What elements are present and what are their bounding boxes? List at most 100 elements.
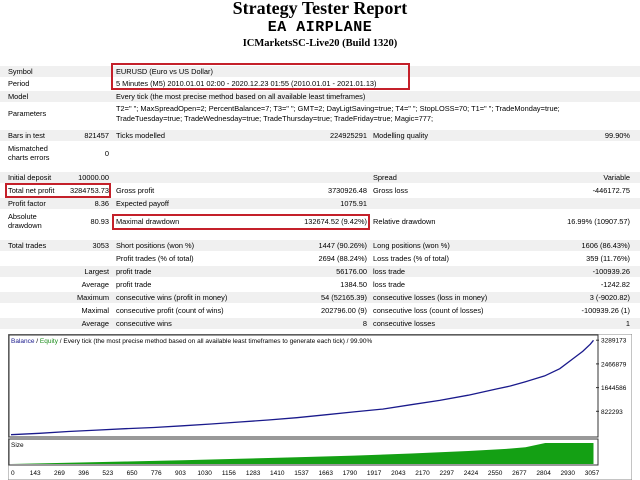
profit-trades-row: Profit trades (% of total) 2694 (88.24%)… xyxy=(0,253,640,264)
long-positions-value: 1606 (86.43%) xyxy=(581,241,630,250)
quality-label: Modelling quality xyxy=(373,131,429,140)
avg-cons-wins-value: 8 xyxy=(362,319,367,328)
largest-profit-label: profit trade xyxy=(116,267,152,276)
size-label: Size xyxy=(11,442,24,449)
legend-rest: / Every tick (the most precise method ba… xyxy=(58,338,373,345)
avg-cons-losses-value: 1 xyxy=(625,319,630,328)
relative-drawdown-label: Relative drawdown xyxy=(373,217,436,226)
max-drawdown-highlight xyxy=(112,214,370,230)
absolute-drawdown-label-1: Absolute xyxy=(8,212,37,221)
long-positions-label: Long positions (won %) xyxy=(373,241,450,250)
symbol-value: EURUSD (Euro vs US Dollar) xyxy=(116,67,213,76)
largest-loss-label: loss trade xyxy=(373,267,406,276)
profit-factor-value: 8.36 xyxy=(94,199,109,208)
mismatch-row: Mismatched charts errors 0 xyxy=(0,143,640,165)
maximal-cons-profit-label: consecutive profit (count of wins) xyxy=(116,306,224,315)
symbol-period-highlight xyxy=(111,63,410,90)
spread-label: Spread xyxy=(373,173,397,182)
net-profit-value: 3284753.73 xyxy=(69,186,109,195)
period-label: Period xyxy=(8,79,30,88)
x-tick-label: 1917 xyxy=(367,470,382,477)
legend-balance: Balance xyxy=(11,338,35,345)
largest-label: Largest xyxy=(84,267,109,276)
max-drawdown-value: 132674.52 (9.42%) xyxy=(304,217,367,226)
y-tick-label: 822293 xyxy=(601,409,623,416)
model-label: Model xyxy=(8,92,29,101)
max-drawdown-label: Maximal drawdown xyxy=(116,217,180,226)
total-trades-row: Total trades 3053 Short positions (won %… xyxy=(0,240,640,251)
max-cons-wins-label: consecutive wins (profit in money) xyxy=(116,293,228,302)
maximal-label: Maximal xyxy=(81,306,109,315)
max-cons-losses-value: 3 (-9020.82) xyxy=(589,293,630,302)
x-tick-label: 2170 xyxy=(415,470,430,477)
symbol-row: Symbol EURUSD (Euro vs US Dollar) xyxy=(0,66,640,77)
balance-chart: Balance / Equity / Every tick (the most … xyxy=(8,334,632,480)
avg-cons-row: Average consecutive wins 8 consecutive l… xyxy=(0,318,640,329)
balance-line xyxy=(10,339,595,436)
x-tick-label: 269 xyxy=(54,470,65,477)
bars-label: Bars in test xyxy=(8,131,45,140)
initial-deposit-label: Initial deposit xyxy=(8,173,52,182)
profit-trades-value: 2694 (88.24%) xyxy=(318,254,367,263)
x-tick-label: 3057 xyxy=(585,470,600,477)
period-value: 5 Minutes (M5) 2010.01.01 02:00 - 2020.1… xyxy=(116,79,377,88)
largest-profit-value: 56176.00 xyxy=(336,267,367,276)
expected-payoff-label: Expected payoff xyxy=(116,199,169,208)
x-tick-label: 2297 xyxy=(440,470,455,477)
mismatch-label-2: charts errors xyxy=(8,153,50,162)
net-profit-highlight xyxy=(5,183,111,198)
relative-drawdown-value: 16.99% (10907.57) xyxy=(567,217,630,226)
server-info: ICMarketsSC-Live20 (Build 1320) xyxy=(242,38,398,49)
parameters-row: Parameters T2=" "; MaxSpreadOpen=2; Perc… xyxy=(0,103,640,125)
maximum-label: Maximum xyxy=(76,293,109,302)
ea-name: EA AIRPLANE xyxy=(267,19,373,36)
maximal-cons-loss-label: consecutive loss (count of losses) xyxy=(373,306,484,315)
x-tick-label: 396 xyxy=(78,470,89,477)
legend-equity: Equity xyxy=(40,338,59,345)
profit-trades-label: Profit trades (% of total) xyxy=(116,254,194,263)
balance-plot-area xyxy=(8,334,599,438)
gross-loss-label: Gross loss xyxy=(373,186,408,195)
y-tick-label: 2466879 xyxy=(601,361,627,368)
total-trades-value: 3053 xyxy=(92,241,109,250)
mismatch-label-1: Mismatched xyxy=(8,144,48,153)
x-tick-label: 523 xyxy=(102,470,113,477)
average-label: Average xyxy=(81,280,109,289)
x-tick-label: 2804 xyxy=(536,470,551,477)
x-tick-label: 903 xyxy=(175,470,186,477)
x-tick-label: 1537 xyxy=(294,470,309,477)
gross-profit-value: 3730926.48 xyxy=(327,186,367,195)
parameters-label: Parameters xyxy=(8,109,47,118)
gross-profit-label: Gross profit xyxy=(116,186,155,195)
absolute-drawdown-value: 80.93 xyxy=(90,217,110,226)
x-tick-label: 2043 xyxy=(391,470,406,477)
average-loss-label: loss trade xyxy=(373,280,406,289)
period-row: Period 5 Minutes (M5) 2010.01.01 02:00 -… xyxy=(0,78,640,89)
bars-row: Bars in test 821457 Ticks modelled 22492… xyxy=(0,130,640,141)
profit-factor-label: Profit factor xyxy=(8,199,46,208)
x-tick-label: 2424 xyxy=(464,470,479,477)
x-tick-label: 1790 xyxy=(343,470,358,477)
net-profit-row: Total net profit 3284753.73 Gross profit… xyxy=(0,185,640,196)
largest-loss-value: -100939.26 xyxy=(592,267,630,276)
profit-factor-row: Profit factor 8.36 Expected payoff 1075.… xyxy=(0,198,640,209)
x-tick-label: 1663 xyxy=(318,470,333,477)
x-tick-label: 1030 xyxy=(197,470,212,477)
loss-trades-value: 359 (11.76%) xyxy=(586,254,630,263)
report-title: Strategy Tester Report xyxy=(232,0,408,18)
max-cons-losses-label: consecutive losses (loss in money) xyxy=(373,293,488,302)
initial-deposit-value: 10000.00 xyxy=(78,173,109,182)
y-tick-label: 3289173 xyxy=(601,338,627,345)
drawdown-row: Absolute drawdown 80.93 Maximal drawdown… xyxy=(0,211,640,233)
y-tick-label: 1644586 xyxy=(601,385,627,392)
avg-label: Average xyxy=(81,319,109,328)
chart-legend: Balance / Equity / Every tick (the most … xyxy=(11,338,373,345)
spread-value: Variable xyxy=(603,173,630,182)
gross-loss-value: -446172.75 xyxy=(592,186,630,195)
x-tick-label: 2930 xyxy=(561,470,576,477)
expected-payoff-value: 1075.91 xyxy=(340,199,367,208)
bars-value: 821457 xyxy=(84,131,109,140)
avg-cons-losses-label: consecutive losses xyxy=(373,319,436,328)
x-tick-label: 776 xyxy=(151,470,162,477)
maximal-cons-loss-value: -100939.26 (1) xyxy=(581,306,630,315)
